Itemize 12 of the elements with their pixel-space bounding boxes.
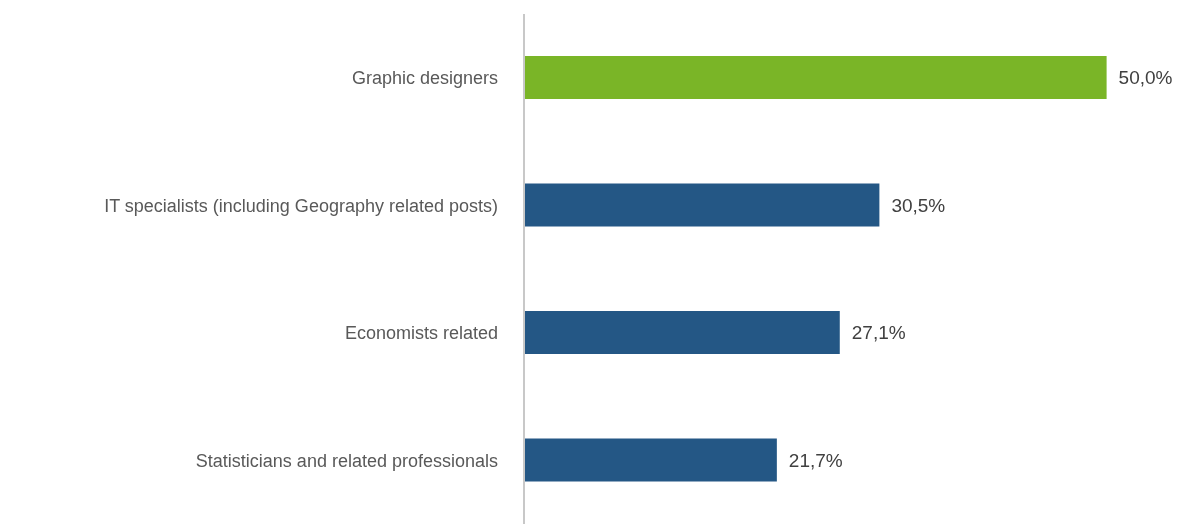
bar: [524, 311, 840, 354]
data-label: 27,1%: [851, 322, 906, 344]
y-tick-label: Statisticians and related professionals: [195, 450, 498, 471]
data-label: 50,0%: [1118, 67, 1173, 89]
bar: [524, 56, 1107, 99]
y-tick-label: IT specialists (including Geography related posts): [104, 195, 498, 216]
y-tick-label: Graphic designers: [351, 68, 498, 89]
y-tick-label: Economists related: [344, 323, 498, 344]
data-label: 21,7%: [788, 449, 843, 471]
data-label: 30,5%: [891, 194, 946, 216]
bar: [524, 438, 777, 482]
bar: [524, 183, 880, 227]
